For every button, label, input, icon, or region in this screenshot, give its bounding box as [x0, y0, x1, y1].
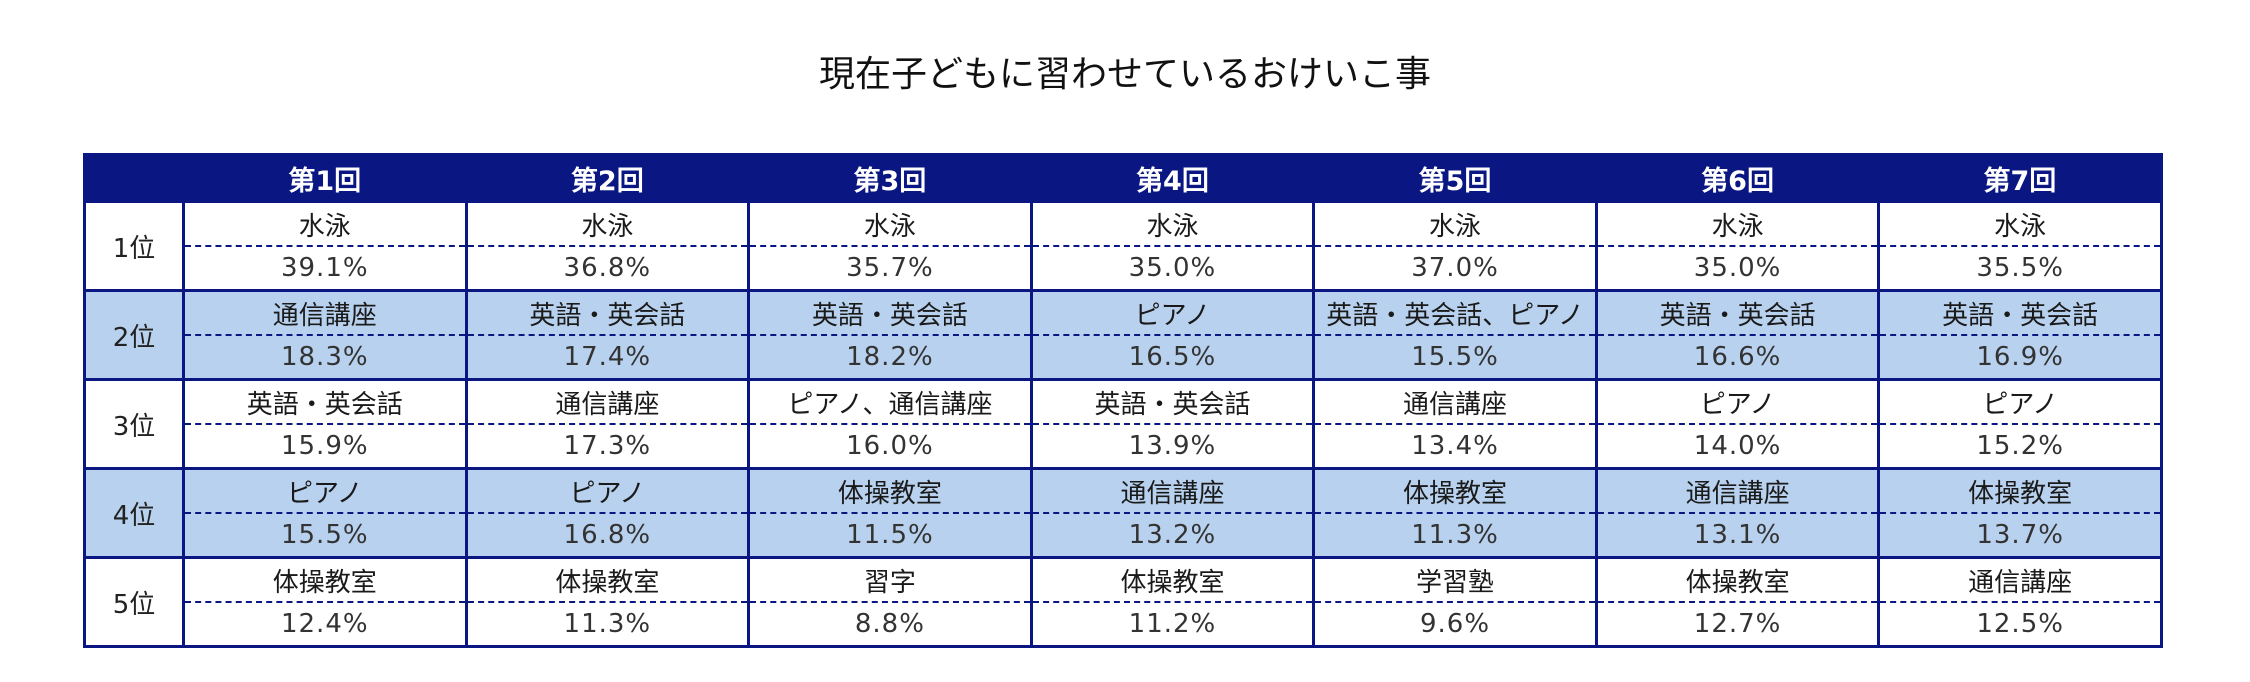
percent-cell: 14.0% [1594, 424, 1881, 470]
table-row: 4位 ピアノ ピアノ 体操教室 通信講座 体操教室 通信講座 体操教室 [83, 467, 2163, 559]
percent-cell: 16.8% [464, 513, 751, 559]
activity-cell: 学習塾 [1312, 556, 1598, 603]
activity-cell: 水泳 [1029, 200, 1316, 247]
percent-cell: 11.3% [1312, 513, 1598, 559]
percent-cell: 15.2% [1877, 424, 2163, 470]
activity-cell: 水泳 [182, 200, 468, 247]
table-row: 1位 水泳 水泳 水泳 水泳 水泳 水泳 水泳 [83, 200, 2163, 292]
activity-cell: 英語・英会話、ピアノ [1312, 289, 1598, 336]
table-row: 15.5% 16.8% 11.5% 13.2% 11.3% 13.1% 13.7… [85, 513, 2163, 559]
activity-cell: 水泳 [1594, 200, 1881, 247]
percent-cell: 12.4% [182, 602, 468, 648]
percent-cell: 12.7% [1594, 602, 1881, 648]
activity-cell: 英語・英会話 [1594, 289, 1881, 336]
ranking-table: 第1回 第2回 第3回 第4回 第5回 第6回 第7回 1位 水泳 水泳 水泳 … [83, 153, 2163, 648]
activity-cell: ピアノ [464, 467, 751, 514]
percent-cell: 35.0% [1594, 246, 1881, 292]
percent-cell: 16.6% [1594, 335, 1881, 381]
activity-cell: 体操教室 [747, 467, 1033, 514]
page-title: 現在子どもに習わせているおけいこ事 [818, 54, 1431, 95]
round-header: 第5回 [1313, 154, 1598, 202]
table-row: 39.1% 36.8% 35.7% 35.0% 37.0% 35.0% 35.5… [85, 246, 2163, 292]
percent-cell: 13.9% [1029, 424, 1316, 470]
activity-cell: 通信講座 [1877, 556, 2163, 603]
activity-cell: 水泳 [1312, 200, 1598, 247]
activity-cell: 体操教室 [464, 556, 751, 603]
percent-cell: 11.5% [747, 513, 1033, 559]
header-corner [84, 154, 185, 202]
activity-cell: 体操教室 [1877, 467, 2163, 514]
percent-cell: 11.2% [1029, 602, 1316, 648]
percent-cell: 15.5% [1312, 335, 1598, 381]
activity-cell: ピアノ [182, 467, 468, 514]
percent-cell: 13.1% [1594, 513, 1881, 559]
round-header: 第7回 [1878, 154, 2163, 202]
activity-cell: 通信講座 [464, 378, 751, 425]
percent-cell: 13.4% [1312, 424, 1598, 470]
table-row: 15.9% 17.3% 16.0% 13.9% 13.4% 14.0% 15.2… [85, 424, 2163, 470]
header-row: 第1回 第2回 第3回 第4回 第5回 第6回 第7回 [84, 154, 2163, 202]
percent-cell: 9.6% [1312, 602, 1598, 648]
activity-cell: 英語・英会話 [747, 289, 1033, 336]
activity-cell: 英語・英会話 [1029, 378, 1316, 425]
percent-cell: 17.4% [464, 335, 751, 381]
percent-cell: 15.9% [182, 424, 468, 470]
percent-cell: 17.3% [464, 424, 751, 470]
percent-cell: 35.5% [1877, 246, 2163, 292]
percent-cell: 35.7% [747, 246, 1033, 292]
activity-cell: 体操教室 [1312, 467, 1598, 514]
round-header: 第2回 [466, 154, 750, 202]
percent-cell: 13.2% [1029, 513, 1316, 559]
rank-label: 1位 [83, 200, 185, 292]
activity-cell: 通信講座 [1312, 378, 1598, 425]
activity-cell: 習字 [747, 556, 1033, 603]
percent-cell: 15.5% [182, 513, 468, 559]
percent-cell: 11.3% [464, 602, 751, 648]
activity-cell: 水泳 [464, 200, 751, 247]
percent-cell: 16.0% [747, 424, 1033, 470]
percent-cell: 13.7% [1877, 513, 2163, 559]
activity-cell: 水泳 [1877, 200, 2163, 247]
activity-cell: 通信講座 [1594, 467, 1881, 514]
percent-cell: 16.5% [1029, 335, 1316, 381]
percent-cell: 12.5% [1877, 602, 2163, 648]
activity-cell: ピアノ [1877, 378, 2163, 425]
activity-cell: 英語・英会話 [1877, 289, 2163, 336]
activity-cell: 通信講座 [1029, 467, 1316, 514]
table-row: 2位 通信講座 英語・英会話 英語・英会話 ピアノ 英語・英会話、ピアノ 英語・… [83, 289, 2163, 381]
table-row: 18.3% 17.4% 18.2% 16.5% 15.5% 16.6% 16.9… [85, 335, 2163, 381]
rank-label: 4位 [83, 467, 185, 559]
rank-label: 2位 [83, 289, 185, 381]
activity-cell: 体操教室 [1029, 556, 1316, 603]
percent-cell: 18.2% [747, 335, 1033, 381]
activity-cell: 体操教室 [1594, 556, 1881, 603]
percent-cell: 8.8% [747, 602, 1033, 648]
percent-cell: 39.1% [182, 246, 468, 292]
table-row: 3位 英語・英会話 通信講座 ピアノ、通信講座 英語・英会話 通信講座 ピアノ … [83, 378, 2163, 470]
activity-cell: 英語・英会話 [464, 289, 751, 336]
round-header: 第1回 [183, 154, 468, 202]
activity-cell: 水泳 [747, 200, 1033, 247]
percent-cell: 18.3% [182, 335, 468, 381]
round-header: 第6回 [1596, 154, 1880, 202]
rank-label: 5位 [83, 556, 185, 648]
percent-cell: 16.9% [1877, 335, 2163, 381]
round-header: 第3回 [748, 154, 1033, 202]
table-row: 12.4% 11.3% 8.8% 11.2% 9.6% 12.7% 12.5% [85, 602, 2163, 648]
activity-cell: ピアノ [1594, 378, 1881, 425]
activity-cell: 通信講座 [182, 289, 468, 336]
activity-cell: 体操教室 [182, 556, 468, 603]
table-row: 5位 体操教室 体操教室 習字 体操教室 学習塾 体操教室 通信講座 [83, 556, 2163, 648]
rank-label: 3位 [83, 378, 185, 470]
percent-cell: 35.0% [1029, 246, 1316, 292]
activity-cell: ピアノ、通信講座 [747, 378, 1033, 425]
activity-cell: 英語・英会話 [182, 378, 468, 425]
activity-cell: ピアノ [1029, 289, 1316, 336]
round-header: 第4回 [1031, 154, 1315, 202]
percent-cell: 37.0% [1312, 246, 1598, 292]
percent-cell: 36.8% [464, 246, 751, 292]
